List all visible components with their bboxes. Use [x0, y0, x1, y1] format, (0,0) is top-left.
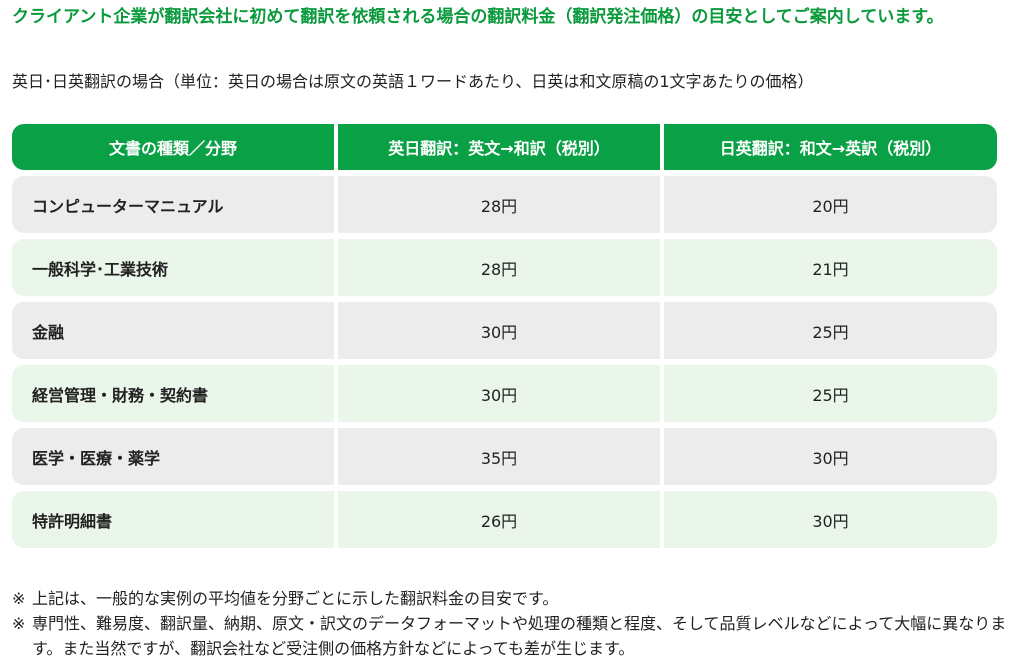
header-document-type: 文書の種類／分野	[12, 124, 334, 170]
table-row: コンピューターマニュアル 28円 20円	[12, 176, 997, 233]
table-caption: 英日･日英翻訳の場合（単位：英日の場合は原文の英語１ワードあたり、日英は和文原稿…	[12, 72, 814, 91]
header-ja-en: 日英翻訳：和文→英訳（税別）	[664, 124, 997, 170]
row-field: 特許明細書	[12, 491, 334, 548]
row-en-ja-price: 35円	[338, 428, 660, 485]
row-en-ja-price: 28円	[338, 176, 660, 233]
row-field: コンピューターマニュアル	[12, 176, 334, 233]
footnote-text: 専門性、難易度、翻訳量、納期、原文・訳文のデータフォーマットや処理の種類と程度、…	[32, 614, 1007, 658]
row-en-ja-price: 28円	[338, 239, 660, 296]
footnotes: ※ 上記は、一般的な実例の平均値を分野ごとに示した翻訳料金の目安です。 ※ 専門…	[12, 586, 1012, 661]
row-en-ja-price: 26円	[338, 491, 660, 548]
row-en-ja-price: 30円	[338, 365, 660, 422]
row-ja-en-price: 20円	[664, 176, 997, 233]
footnote-text: 上記は、一般的な実例の平均値を分野ごとに示した翻訳料金の目安です。	[32, 589, 559, 608]
row-ja-en-price: 30円	[664, 491, 997, 548]
header-en-ja: 英日翻訳：英文→和訳（税別）	[338, 124, 660, 170]
price-table: 文書の種類／分野 英日翻訳：英文→和訳（税別） 日英翻訳：和文→英訳（税別） コ…	[8, 118, 1001, 554]
table-row: 一般科学･工業技術 28円 21円	[12, 239, 997, 296]
row-ja-en-price: 25円	[664, 302, 997, 359]
table-row: 医学・医療・薬学 35円 30円	[12, 428, 997, 485]
row-field: 経営管理・財務・契約書	[12, 365, 334, 422]
page-heading: クライアント企業が翻訳会社に初めて翻訳を依頼される場合の翻訳料金（翻訳発注価格）…	[12, 7, 944, 27]
row-field: 医学・医療・薬学	[12, 428, 334, 485]
table-header-row: 文書の種類／分野 英日翻訳：英文→和訳（税別） 日英翻訳：和文→英訳（税別）	[12, 124, 997, 170]
table-row: 経営管理・財務・契約書 30円 25円	[12, 365, 997, 422]
row-en-ja-price: 30円	[338, 302, 660, 359]
footnote: ※ 専門性、難易度、翻訳量、納期、原文・訳文のデータフォーマットや処理の種類と程…	[12, 611, 1012, 661]
row-ja-en-price: 30円	[664, 428, 997, 485]
table-row: 金融 30円 25円	[12, 302, 997, 359]
reference-mark: ※	[12, 589, 26, 608]
row-field: 金融	[12, 302, 334, 359]
row-ja-en-price: 21円	[664, 239, 997, 296]
reference-mark: ※	[12, 614, 26, 633]
footnote: ※ 上記は、一般的な実例の平均値を分野ごとに示した翻訳料金の目安です。	[12, 586, 1012, 611]
table-row: 特許明細書 26円 30円	[12, 491, 997, 548]
row-field: 一般科学･工業技術	[12, 239, 334, 296]
row-ja-en-price: 25円	[664, 365, 997, 422]
